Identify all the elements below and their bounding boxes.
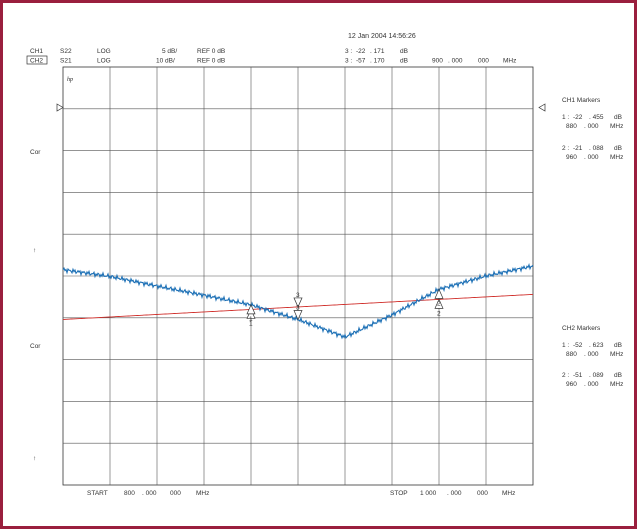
ch1-m1-f1: 880 — [566, 123, 577, 130]
ch1-m1-f2: . 000 — [584, 123, 599, 130]
marker-triangle-up — [434, 298, 444, 309]
ch2-marker-1: 1 — [246, 303, 256, 323]
ch2-m1-frac: . 623 — [589, 342, 604, 349]
ch1-m2-frac: . 088 — [589, 145, 604, 152]
ch1-m2-idx: 2 : — [562, 145, 569, 152]
ch2-readout-value: -57 — [356, 58, 366, 65]
ch1-readout-unit: dB — [400, 48, 408, 55]
hp-logo: hp — [67, 77, 73, 83]
ch1-markers-panel: CH1 Markers 1 : -22 . 455 dB 880 . 000 M… — [562, 97, 623, 161]
stop-unit: MHz — [502, 490, 515, 497]
right-reference-pointer — [538, 103, 546, 112]
ch1-readout-index: 3 : — [345, 48, 352, 55]
timestamp: 12 Jan 2004 14:56:26 — [348, 33, 416, 40]
ch2-ref: REF 0 dB — [197, 58, 225, 65]
ch2-m2-funit: MHz — [610, 381, 623, 388]
ch1-m1-idx: 1 : — [562, 114, 569, 121]
ch2-m2-f2: . 000 — [584, 381, 599, 388]
marker-triangle-up — [434, 288, 444, 299]
ch2-readout-index: 3 : — [345, 58, 352, 65]
ch2-markers-title: CH2 Markers — [562, 325, 601, 332]
ch2-readout-unit: dB — [400, 58, 408, 65]
ch1-format: LOG — [97, 48, 111, 55]
start-unit: MHz — [196, 490, 209, 497]
ch2-m2-val: -51 — [573, 372, 583, 379]
channel-2-header: CH2 S21 LOG 10 dB/ REF 0 dB 3 : -57 . 17… — [26, 55, 516, 65]
ch2-scale: 10 dB/ — [156, 58, 175, 65]
ch1-m1-unit: dB — [614, 114, 622, 121]
ch1-m1-frac: . 455 — [589, 114, 604, 121]
start-label: START — [87, 490, 108, 497]
ch1-m2-val: -21 — [573, 145, 583, 152]
marker-id-label: 2 — [437, 310, 441, 317]
ch2-m1-idx: 1 : — [562, 342, 569, 349]
ch1-marker-3: 3 — [293, 292, 303, 308]
ch1-marker-2: 2 — [434, 298, 444, 317]
ch1-m2-f1: 960 — [566, 154, 577, 161]
cor-label-bottom: Cor — [30, 343, 41, 350]
cor-label-top: Cor — [30, 149, 41, 156]
channel-1-header: CH1 S22 LOG 5 dB/ REF 0 dB 3 : -22 . 171… — [30, 48, 408, 55]
marker-id-label: 2 — [437, 300, 441, 307]
ch1-id: CH1 — [30, 48, 43, 55]
marker-triangle-down — [293, 297, 303, 308]
ch2-readout-frac: . 170 — [370, 58, 385, 65]
arrow-label-bottom: ↑ — [33, 455, 36, 462]
ch2-m1-f2: . 000 — [584, 351, 599, 358]
ch2-marker-2: 2 — [434, 288, 444, 307]
ch1-markers-title: CH1 Markers — [562, 97, 601, 104]
ch2-marker-3: 3 — [293, 304, 303, 321]
ch1-m2-unit: dB — [614, 145, 622, 152]
arrow-label-top: ↑ — [33, 247, 36, 254]
start-c: 000 — [170, 490, 181, 497]
ch2-m2-idx: 2 : — [562, 372, 569, 379]
marker-id-label: 3 — [296, 304, 300, 311]
ch1-m2-f2: . 000 — [584, 154, 599, 161]
ch2-param: S21 — [60, 58, 72, 65]
ch1-m1-funit: MHz — [610, 123, 623, 130]
stop-c: 000 — [477, 490, 488, 497]
marker-triangle-up — [246, 303, 256, 315]
ch2-m1-val: -52 — [573, 342, 583, 349]
ch1-m2-funit: MHz — [610, 154, 623, 161]
ch2-m2-frac: . 089 — [589, 372, 604, 379]
ch1-scale: 5 dB/ — [162, 48, 177, 55]
ch2-active-box — [26, 55, 48, 65]
ch2-m1-unit: dB — [614, 342, 622, 349]
marker-id-label: 3 — [296, 292, 300, 299]
ch2-m1-f1: 880 — [566, 351, 577, 358]
stop-a: 1 000 — [420, 490, 437, 497]
ch1-ref: REF 0 dB — [197, 48, 225, 55]
marker-id-label: 1 — [249, 316, 253, 323]
ch1-m1-val: -22 — [573, 114, 583, 121]
ch1-readout-value: -22 — [356, 48, 366, 55]
start-b: . 000 — [142, 490, 157, 497]
ch2-markers-panel: CH2 Markers 1 : -52 . 623 dB 880 . 000 M… — [562, 325, 623, 388]
plot-grid — [62, 66, 534, 486]
ch2-m2-unit: dB — [614, 372, 622, 379]
ch2-marker-freq-a: 900 — [432, 58, 443, 65]
ch2-format: LOG — [97, 58, 111, 65]
ch2-m2-f1: 960 — [566, 381, 577, 388]
ch2-marker-freq-b: . 000 — [448, 58, 463, 65]
left-reference-pointer — [56, 103, 64, 112]
ch2-marker-freq-unit: MHz — [503, 58, 516, 65]
ch2-m1-funit: MHz — [610, 351, 623, 358]
sweep-footer: START 800 . 000 000 MHz STOP 1 000 . 000… — [87, 490, 515, 497]
marker-triangle-down — [293, 310, 303, 321]
markers: 1 2 3 1 2 3 — [246, 288, 444, 327]
ch1-param: S22 — [60, 48, 72, 55]
stop-label: STOP — [390, 490, 408, 497]
stop-b: . 000 — [447, 490, 462, 497]
marker-id-label: 1 — [249, 320, 253, 327]
ch2-id: CH2 — [30, 58, 43, 65]
start-a: 800 — [124, 490, 135, 497]
ch2-marker-freq-c: 000 — [478, 58, 489, 65]
ch1-readout-frac: . 171 — [370, 48, 385, 55]
